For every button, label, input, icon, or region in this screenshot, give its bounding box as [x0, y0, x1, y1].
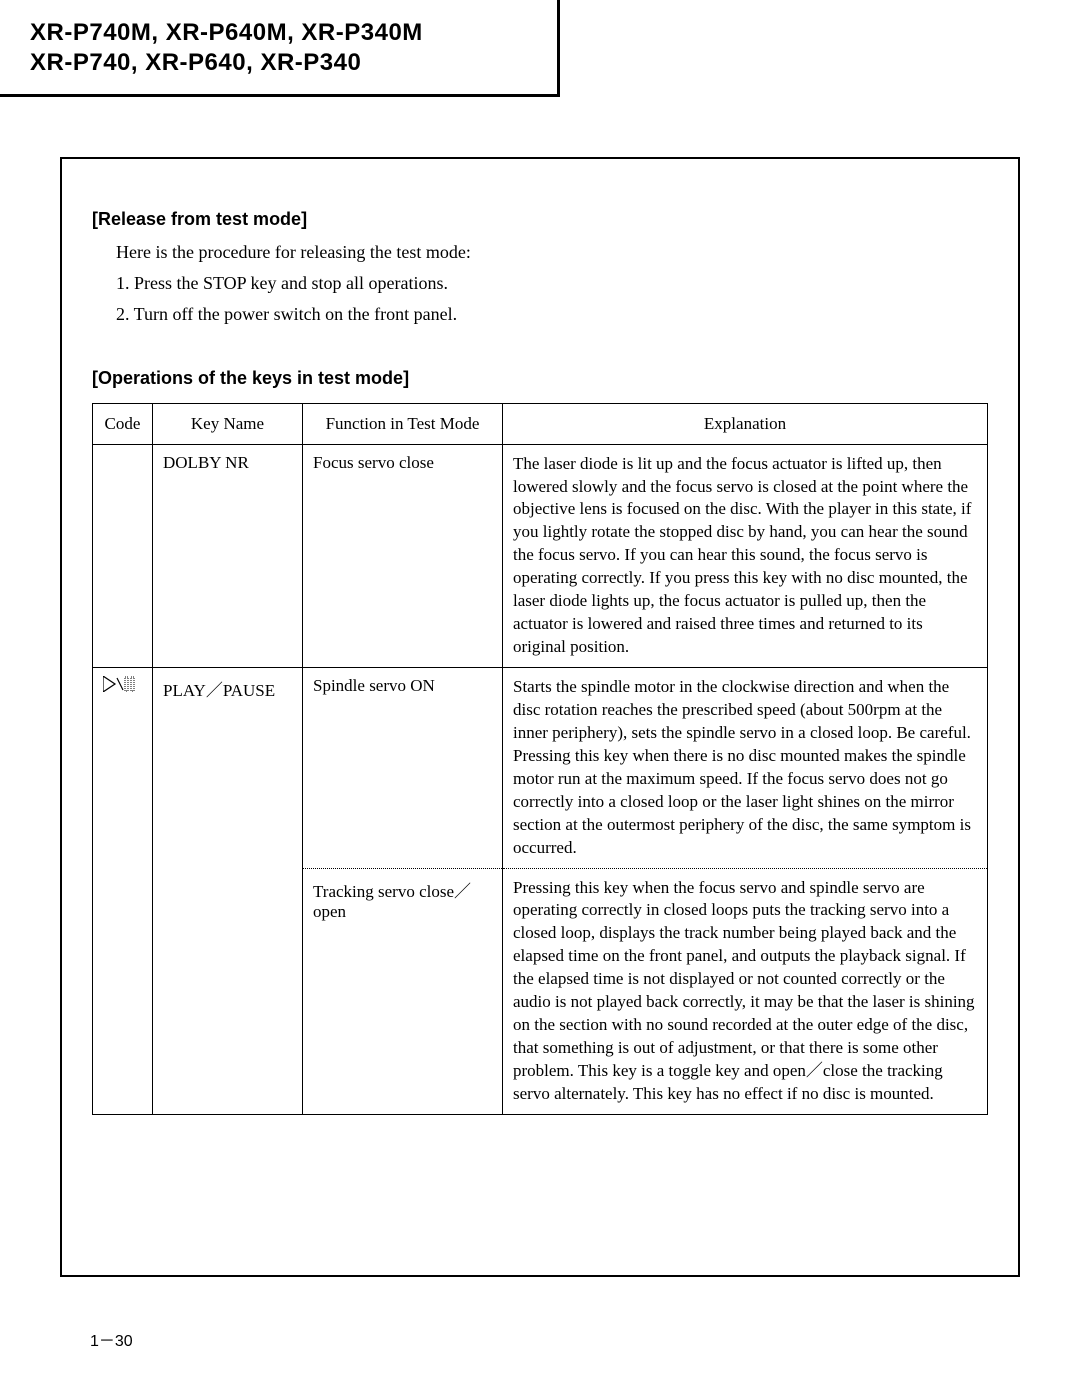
table-row: PLAY／PAUSE Spindle servo ON Starts the s…	[93, 668, 988, 869]
release-section: [Release from test mode] Here is the pro…	[92, 209, 988, 328]
play-pause-icon	[103, 676, 139, 697]
cell-keyname: PLAY／PAUSE	[153, 668, 303, 869]
cell-function: Tracking servo close／open	[303, 868, 503, 1114]
cell-explanation: The laser diode is lit up and the focus …	[503, 444, 988, 667]
release-step-1: 1. Press the STOP key and stop all opera…	[116, 271, 988, 296]
page-number: 1－30	[90, 1327, 1080, 1351]
model-line-2: XR-P740, XR-P640, XR-P340	[30, 48, 527, 78]
col-header-function: Function in Test Mode	[303, 403, 503, 444]
cell-code	[93, 668, 153, 869]
cell-code-empty	[93, 868, 153, 1114]
cell-function: Focus servo close	[303, 444, 503, 667]
operations-section: [Operations of the keys in test mode] Co…	[92, 368, 988, 1115]
operations-heading: [Operations of the keys in test mode]	[92, 368, 988, 389]
operations-table: Code Key Name Function in Test Mode Expl…	[92, 403, 988, 1115]
table-header-row: Code Key Name Function in Test Mode Expl…	[93, 403, 988, 444]
content-frame: [Release from test mode] Here is the pro…	[60, 157, 1020, 1277]
cell-keyname: DOLBY NR	[153, 444, 303, 667]
release-step-2: 2. Turn off the power switch on the fron…	[116, 302, 988, 327]
col-header-explanation: Explanation	[503, 403, 988, 444]
model-line-1: XR-P740M, XR-P640M, XR-P340M	[30, 18, 527, 48]
header-box: XR-P740M, XR-P640M, XR-P340M XR-P740, XR…	[0, 0, 560, 97]
cell-keyname-empty	[153, 868, 303, 1114]
cell-explanation: Pressing this key when the focus servo a…	[503, 868, 988, 1114]
release-heading: [Release from test mode]	[92, 209, 988, 230]
cell-explanation: Starts the spindle motor in the clockwis…	[503, 668, 988, 869]
cell-code	[93, 444, 153, 667]
cell-function: Spindle servo ON	[303, 668, 503, 869]
col-header-keyname: Key Name	[153, 403, 303, 444]
table-row: DOLBY NR Focus servo close The laser dio…	[93, 444, 988, 667]
release-intro: Here is the procedure for releasing the …	[116, 240, 988, 265]
col-header-code: Code	[93, 403, 153, 444]
table-row: Tracking servo close／open Pressing this …	[93, 868, 988, 1114]
